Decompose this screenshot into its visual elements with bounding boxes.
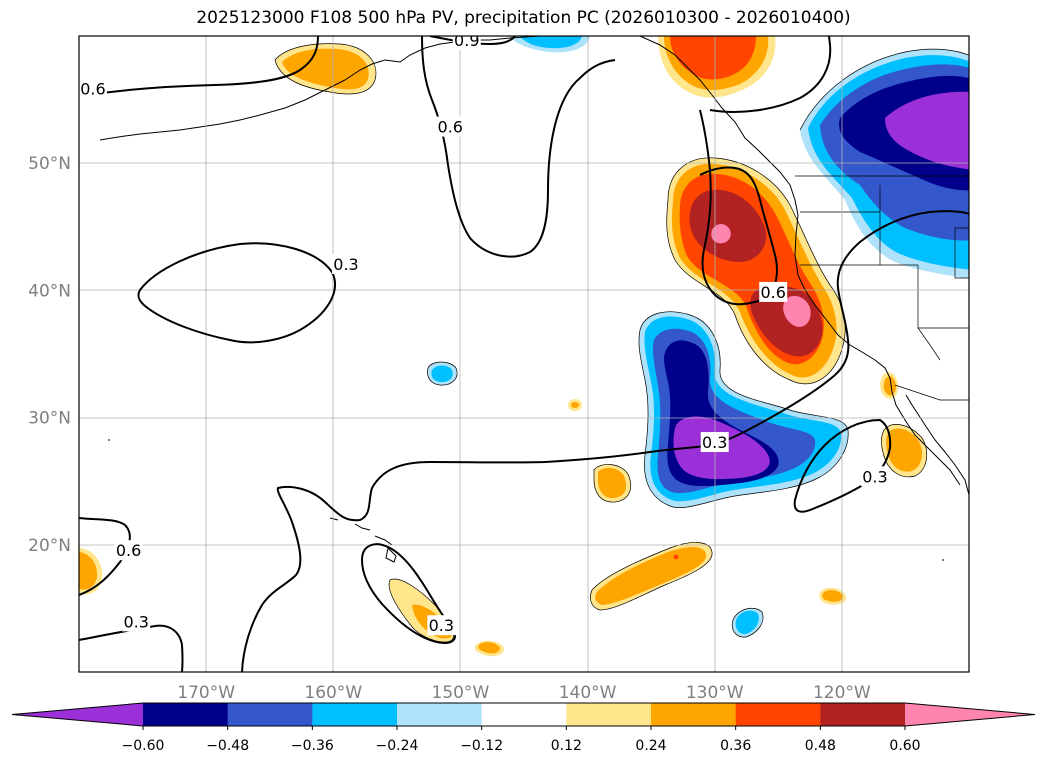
lon-tick-label: 150°W bbox=[432, 683, 490, 703]
pv-contour-label: 0.6 bbox=[80, 79, 105, 98]
map-title: 2025123000 F108 500 hPa PV, precipitatio… bbox=[196, 8, 851, 28]
pv-label-bg bbox=[436, 116, 465, 137]
colorbar-segment bbox=[566, 703, 652, 726]
political-borders bbox=[795, 175, 969, 401]
colorbar-tick-label: −0.24 bbox=[376, 738, 419, 754]
pv-contour-labels: 0.6 0.9 0.6 0.3 0.6 0.3 0.3 0.6 0.3 0.3 bbox=[79, 31, 889, 636]
pv-contour-label: 0.6 bbox=[760, 283, 785, 302]
colorbar-tick-label: 0.36 bbox=[720, 738, 751, 754]
pv-label-bg bbox=[79, 78, 107, 99]
pv-contour-label: 0.3 bbox=[123, 612, 148, 631]
lon-tick-label: 130°W bbox=[686, 683, 744, 703]
colorbar-segment bbox=[481, 703, 567, 726]
map-frame bbox=[78, 35, 970, 673]
lon-tick-label: 160°W bbox=[304, 683, 362, 703]
longitude-tick-labels: 170°W 160°W 150°W 140°W 130°W 120°W bbox=[177, 683, 871, 703]
colorbar-segment bbox=[397, 703, 483, 726]
pv-contour-label: 0.6 bbox=[438, 118, 463, 137]
lat-tick-label: 30°N bbox=[28, 409, 71, 429]
lat-tick-label: 40°N bbox=[28, 281, 71, 301]
colorbar-extend-high bbox=[905, 703, 1035, 726]
colorbar-extend-low bbox=[12, 703, 143, 726]
pv-label-bg bbox=[427, 615, 456, 636]
coastlines bbox=[99, 36, 969, 563]
pv-label-bg bbox=[114, 540, 143, 561]
colorbar-tick-label: 0.48 bbox=[805, 738, 836, 754]
pv-label-bg bbox=[700, 432, 729, 453]
colorbar-segment bbox=[735, 703, 821, 726]
pv-label-bg bbox=[452, 36, 481, 51]
colorbar-tick-label: −0.36 bbox=[291, 738, 334, 754]
colorbar-segment bbox=[820, 703, 906, 726]
pv-contour-label: 0.9 bbox=[454, 31, 479, 50]
colorbar-tick-label: 0.60 bbox=[889, 738, 920, 754]
pv-label-bg bbox=[332, 253, 360, 274]
colorbar-segment bbox=[143, 703, 229, 726]
colorbar-tick-label: −0.60 bbox=[122, 738, 165, 754]
lat-tick-label: 50°N bbox=[28, 154, 71, 174]
colorbar-segment bbox=[227, 703, 313, 726]
colorbar-tick-label: −0.12 bbox=[460, 738, 503, 754]
pv-contour-label: 0.3 bbox=[429, 616, 454, 635]
colorbar: −0.60 −0.48 −0.36 −0.24 −0.12 0.12 0.24 0.36 0.4… bbox=[11, 702, 1036, 754]
colorbar-tick-label: 0.12 bbox=[551, 738, 582, 754]
colorbar-tick-label: 0.24 bbox=[635, 738, 666, 754]
pv-contour-label: 0.3 bbox=[333, 255, 358, 274]
gridlines bbox=[79, 36, 969, 672]
colorbar-tick-label: −0.48 bbox=[206, 738, 249, 754]
colorbar-segment bbox=[651, 703, 737, 726]
map-content: 0.6 0.9 0.6 0.3 0.6 0.3 0.3 0.6 0.3 0.3 bbox=[79, 31, 969, 672]
lon-tick-label: 120°W bbox=[813, 683, 871, 703]
pv-contour-label: 0.6 bbox=[116, 541, 141, 560]
pv-label-bg bbox=[759, 281, 788, 302]
pv-contour-label: 0.3 bbox=[862, 467, 887, 486]
latitude-tick-labels: 50°N 40°N 30°N 20°N bbox=[28, 154, 71, 556]
pv-label-bg bbox=[122, 611, 151, 632]
pv-label-bg bbox=[860, 466, 889, 487]
lon-tick-label: 170°W bbox=[177, 683, 235, 703]
lat-tick-label: 20°N bbox=[28, 536, 71, 556]
positive-anomaly-westcoast bbox=[666, 157, 846, 384]
lon-tick-label: 140°W bbox=[559, 683, 617, 703]
pv-contour-label: 0.3 bbox=[702, 433, 727, 452]
colorbar-segment bbox=[312, 703, 398, 726]
